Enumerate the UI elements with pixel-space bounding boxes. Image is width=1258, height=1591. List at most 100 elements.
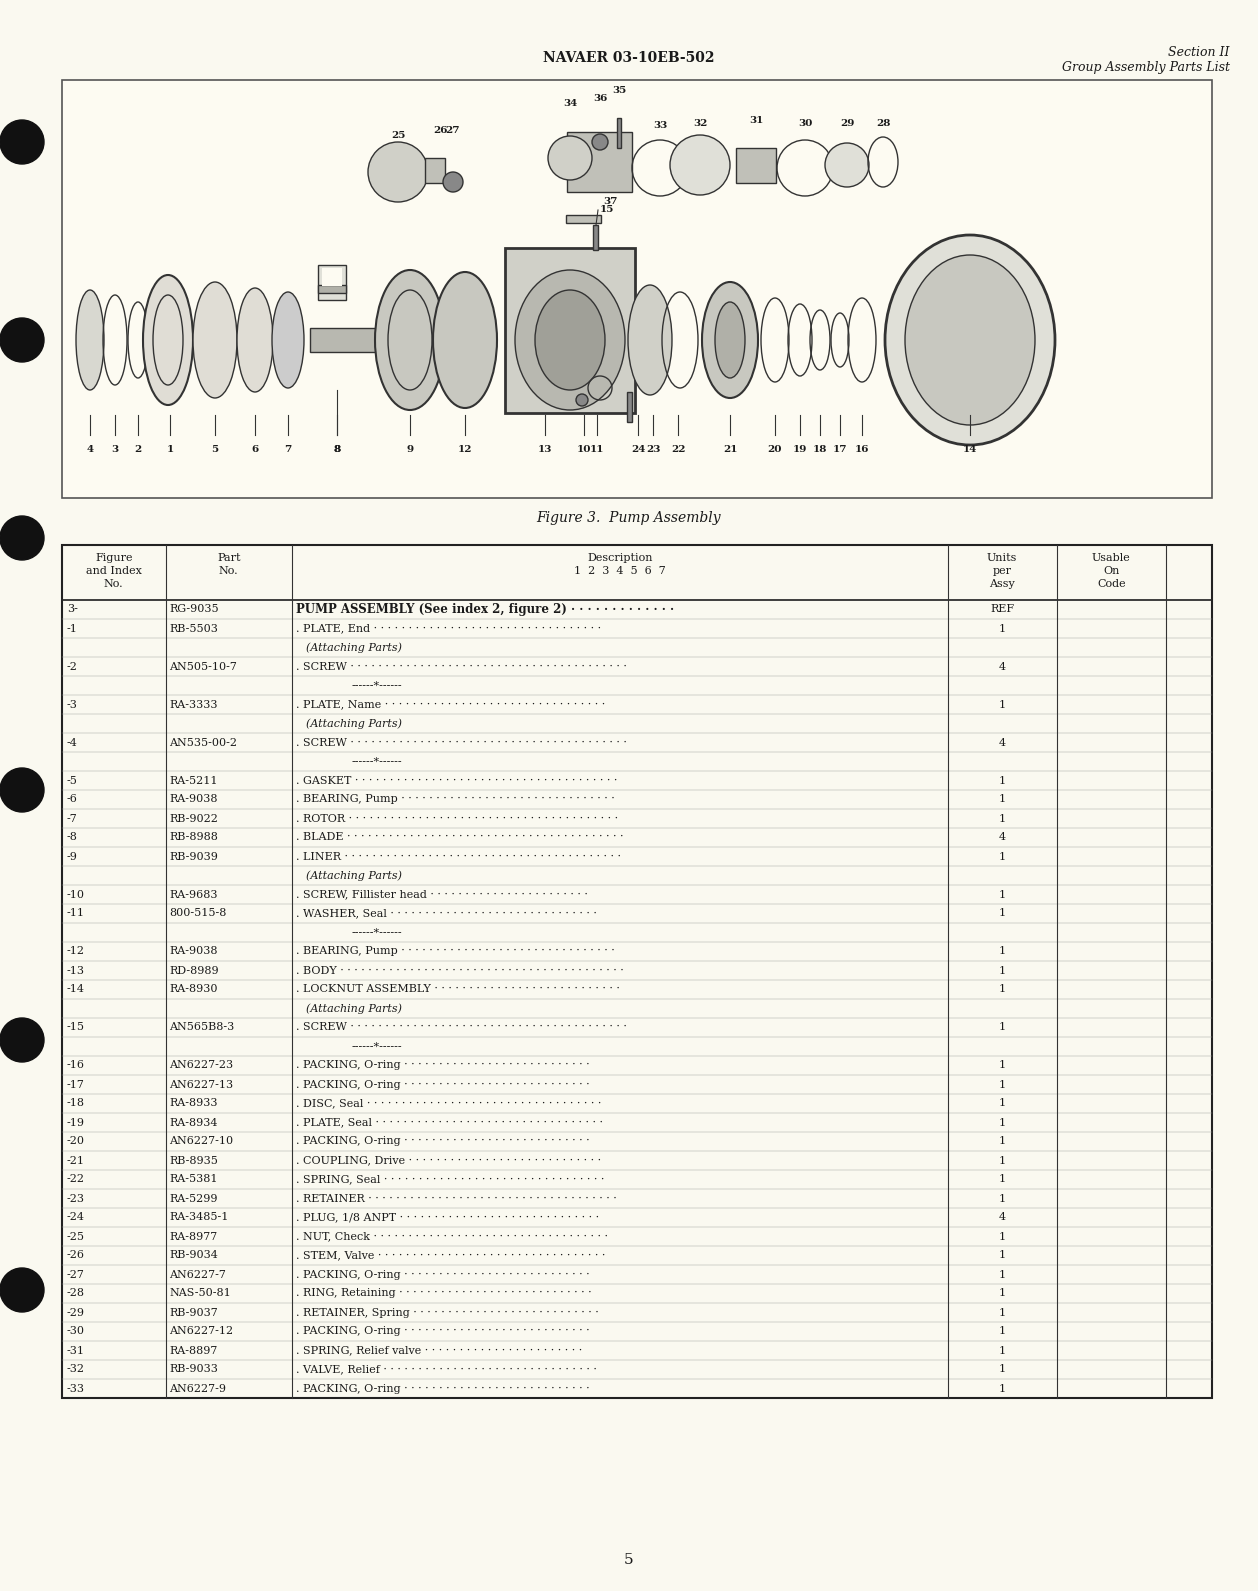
Text: Description
1  2  3  4  5  6  7: Description 1 2 3 4 5 6 7 <box>574 554 665 576</box>
Text: RA-9683: RA-9683 <box>170 889 218 899</box>
Bar <box>322 267 342 286</box>
Text: ------*------: ------*------ <box>352 681 403 690</box>
Bar <box>62 80 1211 498</box>
Text: -20: -20 <box>67 1136 86 1147</box>
Bar <box>593 224 598 250</box>
Text: 1: 1 <box>999 1251 1005 1260</box>
Text: 1: 1 <box>999 624 1005 633</box>
Ellipse shape <box>272 293 304 388</box>
Text: 1: 1 <box>999 1193 1005 1203</box>
Ellipse shape <box>237 288 273 391</box>
Text: . LOCKNUT ASSEMBLY · · · · · · · · · · · · · · · · · · · · · · · · · · ·: . LOCKNUT ASSEMBLY · · · · · · · · · · ·… <box>296 985 620 994</box>
Text: RB-9037: RB-9037 <box>170 1308 218 1317</box>
Text: 22: 22 <box>671 445 686 453</box>
Bar <box>318 285 346 293</box>
Text: Units
per
Assy: Units per Assy <box>988 554 1018 589</box>
Text: 31: 31 <box>749 116 764 126</box>
Text: -13: -13 <box>67 966 86 975</box>
Circle shape <box>0 1268 44 1313</box>
Text: 1: 1 <box>999 1061 1005 1071</box>
Text: 1: 1 <box>999 813 1005 824</box>
Text: NAVAER 03-10EB-502: NAVAER 03-10EB-502 <box>543 51 715 65</box>
Text: 14: 14 <box>962 445 977 453</box>
Text: . NUT, Check · · · · · · · · · · · · · · · · · · · · · · · · · · · · · · · · · ·: . NUT, Check · · · · · · · · · · · · · ·… <box>296 1231 608 1241</box>
Text: . PACKING, O-ring · · · · · · · · · · · · · · · · · · · · · · · · · · ·: . PACKING, O-ring · · · · · · · · · · · … <box>296 1136 590 1147</box>
Text: (Attaching Parts): (Attaching Parts) <box>306 870 403 881</box>
Text: 1: 1 <box>999 1327 1005 1336</box>
Text: 4: 4 <box>87 445 93 453</box>
Text: AN6227-13: AN6227-13 <box>170 1080 234 1090</box>
Text: RB-9033: RB-9033 <box>170 1365 219 1375</box>
Text: . PACKING, O-ring · · · · · · · · · · · · · · · · · · · · · · · · · · ·: . PACKING, O-ring · · · · · · · · · · · … <box>296 1061 590 1071</box>
Text: AN6227-7: AN6227-7 <box>170 1270 226 1279</box>
Text: RB-8988: RB-8988 <box>170 832 219 843</box>
Text: 1: 1 <box>999 1023 1005 1033</box>
Text: Usable
On
Code: Usable On Code <box>1092 554 1131 589</box>
Ellipse shape <box>576 395 587 406</box>
Text: -16: -16 <box>67 1061 86 1071</box>
Ellipse shape <box>825 143 869 188</box>
Text: 23: 23 <box>645 445 660 453</box>
Ellipse shape <box>548 135 593 180</box>
Text: 4: 4 <box>999 662 1005 671</box>
Text: 1: 1 <box>999 775 1005 786</box>
Text: . PLUG, 1/8 ANPT · · · · · · · · · · · · · · · · · · · · · · · · · · · · ·: . PLUG, 1/8 ANPT · · · · · · · · · · · ·… <box>296 1212 599 1222</box>
Text: . PACKING, O-ring · · · · · · · · · · · · · · · · · · · · · · · · · · ·: . PACKING, O-ring · · · · · · · · · · · … <box>296 1270 590 1279</box>
Text: 1: 1 <box>999 794 1005 805</box>
Text: RB-9022: RB-9022 <box>170 813 219 824</box>
Text: -31: -31 <box>67 1346 86 1356</box>
Circle shape <box>0 768 44 811</box>
Bar <box>318 266 346 301</box>
Text: . RING, Retaining · · · · · · · · · · · · · · · · · · · · · · · · · · · ·: . RING, Retaining · · · · · · · · · · · … <box>296 1289 591 1298</box>
Text: 1: 1 <box>999 700 1005 710</box>
Text: 10: 10 <box>576 445 591 453</box>
Text: 1: 1 <box>999 1289 1005 1298</box>
Text: -5: -5 <box>67 775 78 786</box>
Text: . PACKING, O-ring · · · · · · · · · · · · · · · · · · · · · · · · · · ·: . PACKING, O-ring · · · · · · · · · · · … <box>296 1327 590 1336</box>
Text: Group Assembly Parts List: Group Assembly Parts List <box>1062 62 1230 75</box>
Text: -22: -22 <box>67 1174 86 1185</box>
Bar <box>504 248 635 414</box>
Text: AN6227-10: AN6227-10 <box>170 1136 234 1147</box>
Text: 7: 7 <box>284 445 292 453</box>
Text: 21: 21 <box>723 445 737 453</box>
Text: 15: 15 <box>600 205 614 215</box>
Ellipse shape <box>75 290 104 390</box>
Text: -28: -28 <box>67 1289 86 1298</box>
Text: 32: 32 <box>693 119 707 127</box>
Text: . PLATE, Seal · · · · · · · · · · · · · · · · · · · · · · · · · · · · · · · · ·: . PLATE, Seal · · · · · · · · · · · · · … <box>296 1117 603 1128</box>
Ellipse shape <box>702 282 759 398</box>
Text: -29: -29 <box>67 1308 86 1317</box>
Text: . WASHER, Seal · · · · · · · · · · · · · · · · · · · · · · · · · · · · · ·: . WASHER, Seal · · · · · · · · · · · · ·… <box>296 908 596 918</box>
Text: RA-9038: RA-9038 <box>170 947 218 956</box>
Bar <box>736 148 776 183</box>
Circle shape <box>0 119 44 164</box>
Text: Part
No.: Part No. <box>216 554 240 576</box>
Text: 18: 18 <box>813 445 828 453</box>
Ellipse shape <box>535 290 605 390</box>
Text: 35: 35 <box>611 86 626 95</box>
Text: . GASKET · · · · · · · · · · · · · · · · · · · · · · · · · · · · · · · · · · · ·: . GASKET · · · · · · · · · · · · · · · ·… <box>296 775 618 786</box>
Text: 1: 1 <box>999 1231 1005 1241</box>
Text: . BLADE · · · · · · · · · · · · · · · · · · · · · · · · · · · · · · · · · · · · : . BLADE · · · · · · · · · · · · · · · · … <box>296 832 624 843</box>
Text: 19: 19 <box>793 445 808 453</box>
Text: RA-3333: RA-3333 <box>170 700 218 710</box>
Text: 1: 1 <box>999 1270 1005 1279</box>
Bar <box>616 118 621 148</box>
Text: 9: 9 <box>406 445 414 453</box>
Text: 800-515-8: 800-515-8 <box>170 908 226 918</box>
Text: . VALVE, Relief · · · · · · · · · · · · · · · · · · · · · · · · · · · · · · ·: . VALVE, Relief · · · · · · · · · · · · … <box>296 1365 596 1375</box>
Text: . SPRING, Seal · · · · · · · · · · · · · · · · · · · · · · · · · · · · · · · ·: . SPRING, Seal · · · · · · · · · · · · ·… <box>296 1174 604 1185</box>
Text: PUMP ASSEMBLY (See index 2, figure 2) · · · · · · · · · · · · ·: PUMP ASSEMBLY (See index 2, figure 2) · … <box>296 603 674 616</box>
Bar <box>626 391 632 422</box>
Text: . ROTOR · · · · · · · · · · · · · · · · · · · · · · · · · · · · · · · · · · · · : . ROTOR · · · · · · · · · · · · · · · · … <box>296 813 618 824</box>
Text: 8: 8 <box>333 445 341 453</box>
Text: 12: 12 <box>458 445 472 453</box>
Text: 30: 30 <box>798 119 813 127</box>
Text: 36: 36 <box>593 94 608 103</box>
Text: 1: 1 <box>166 445 174 453</box>
Text: 1: 1 <box>999 1117 1005 1128</box>
Text: -21: -21 <box>67 1155 86 1166</box>
Text: 8: 8 <box>333 445 341 453</box>
Text: -2: -2 <box>67 662 78 671</box>
